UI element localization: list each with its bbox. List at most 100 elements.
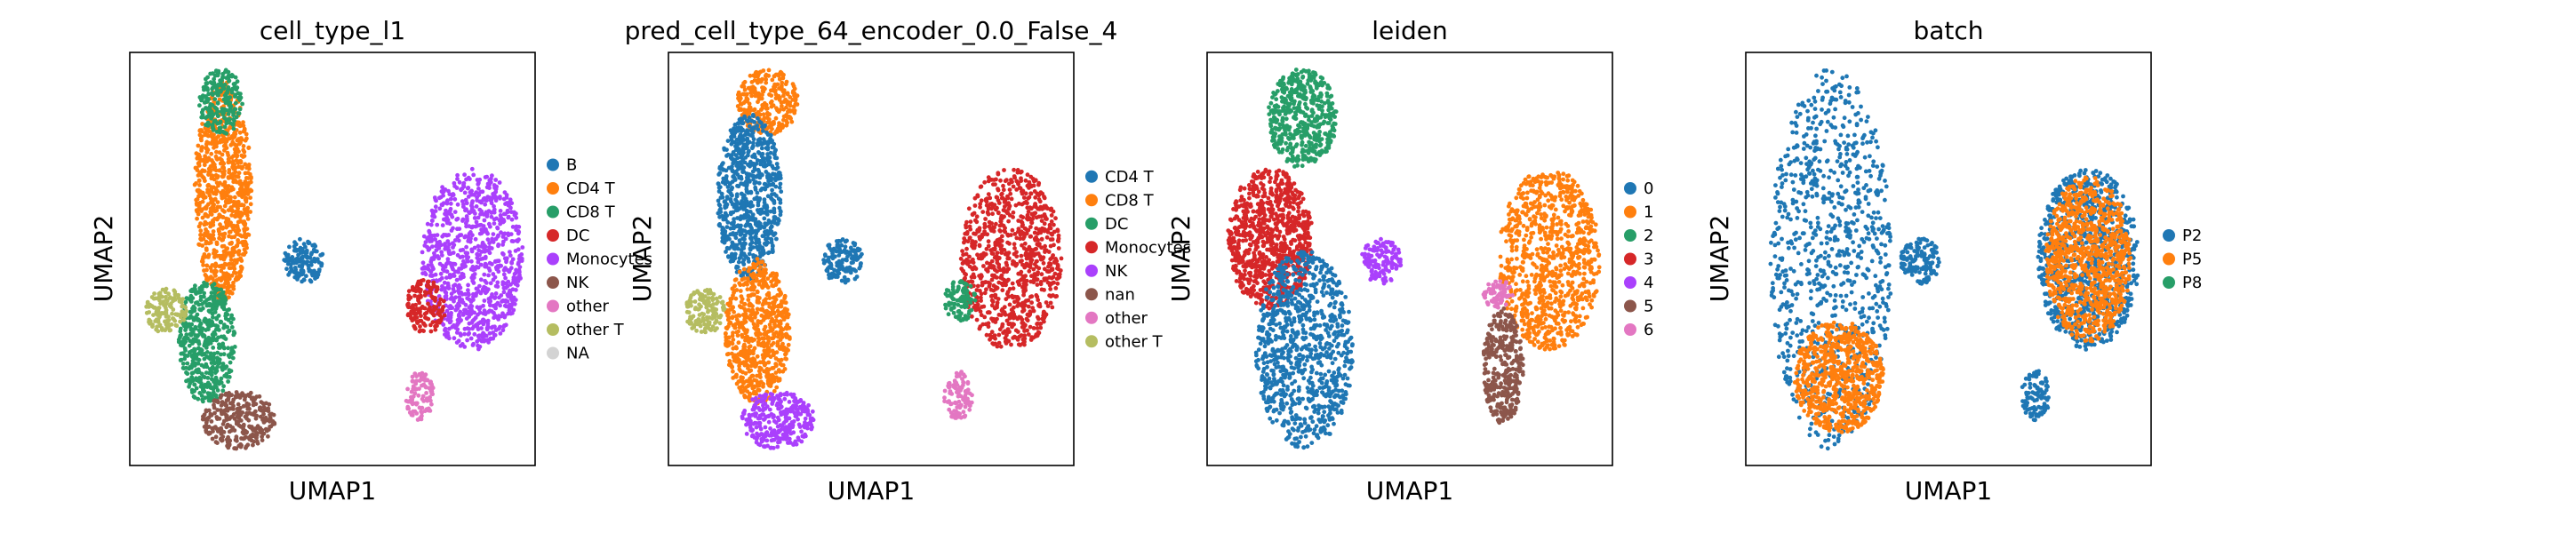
data-point (220, 301, 225, 306)
data-point (164, 286, 169, 291)
data-point (420, 250, 425, 255)
data-point (492, 332, 498, 338)
data-point (460, 219, 465, 223)
data-point (428, 329, 434, 334)
data-point (238, 444, 244, 449)
data-point (243, 235, 248, 240)
data-point (239, 234, 244, 239)
data-point (195, 216, 200, 221)
data-point (735, 183, 740, 188)
data-point (210, 235, 215, 240)
data-point (498, 324, 502, 330)
data-point (472, 272, 477, 276)
data-point (461, 182, 466, 187)
data-point (724, 202, 730, 207)
data-point (430, 219, 435, 223)
data-point (764, 229, 769, 235)
data-point (451, 287, 456, 291)
data-point (236, 171, 242, 176)
data-point (433, 204, 438, 210)
data-point (757, 226, 763, 231)
data-point (778, 181, 783, 187)
data-point (212, 250, 218, 255)
data-point (462, 235, 468, 240)
data-point (493, 187, 499, 192)
data-point (730, 306, 734, 311)
data-point (478, 277, 484, 282)
data-point (464, 224, 468, 229)
data-point (445, 257, 451, 262)
data-point (756, 247, 761, 252)
data-point (205, 147, 211, 153)
data-point (296, 252, 300, 258)
data-point (509, 217, 515, 222)
data-point (773, 115, 779, 121)
data-point (467, 309, 472, 314)
data-point (752, 107, 757, 112)
data-point (211, 160, 216, 165)
data-point (759, 79, 764, 84)
data-point (477, 177, 483, 182)
data-point (195, 370, 200, 375)
data-point (190, 390, 195, 394)
data-point (243, 197, 248, 203)
data-point (516, 260, 521, 265)
data-point (780, 341, 785, 346)
data-point (212, 410, 217, 416)
legend-marker (547, 276, 559, 289)
data-point (420, 410, 424, 415)
data-point (766, 179, 771, 184)
data-point (204, 317, 209, 322)
data-point (724, 250, 728, 254)
data-point (227, 354, 232, 360)
data-point (747, 251, 752, 257)
data-point (749, 237, 754, 242)
data-point (228, 205, 234, 210)
data-point (220, 174, 225, 179)
data-point (183, 325, 188, 330)
data-point (443, 286, 448, 290)
data-point (503, 281, 508, 286)
data-point (232, 266, 237, 271)
data-point (218, 346, 223, 350)
data-point (197, 324, 203, 329)
data-point (420, 260, 426, 266)
data-point (487, 268, 492, 273)
data-point (450, 193, 455, 198)
data-point (756, 97, 762, 101)
data-point (214, 242, 220, 247)
data-point (783, 325, 788, 330)
data-point (215, 355, 220, 361)
data-point (777, 98, 782, 102)
data-point (781, 72, 786, 77)
data-point (444, 308, 450, 314)
data-point (752, 338, 756, 342)
data-point (487, 300, 492, 305)
data-point (196, 341, 202, 346)
data-point (222, 203, 228, 209)
data-point (765, 145, 771, 150)
data-point (228, 360, 233, 365)
data-point (737, 269, 742, 274)
data-point (437, 308, 443, 314)
data-point (742, 317, 747, 322)
data-point (164, 311, 169, 316)
data-point (756, 127, 761, 132)
data-point (757, 119, 762, 124)
data-point (761, 249, 766, 253)
data-point (454, 217, 460, 222)
data-point (422, 312, 428, 316)
legend-label: NA (566, 345, 589, 363)
data-point (770, 145, 775, 150)
data-point (455, 177, 460, 181)
data-point (463, 291, 468, 297)
data-point (752, 378, 756, 383)
data-point (214, 149, 219, 155)
data-point (777, 123, 781, 129)
data-point (733, 235, 739, 241)
data-point (236, 402, 241, 407)
data-point (460, 199, 465, 204)
data-point (227, 442, 232, 447)
